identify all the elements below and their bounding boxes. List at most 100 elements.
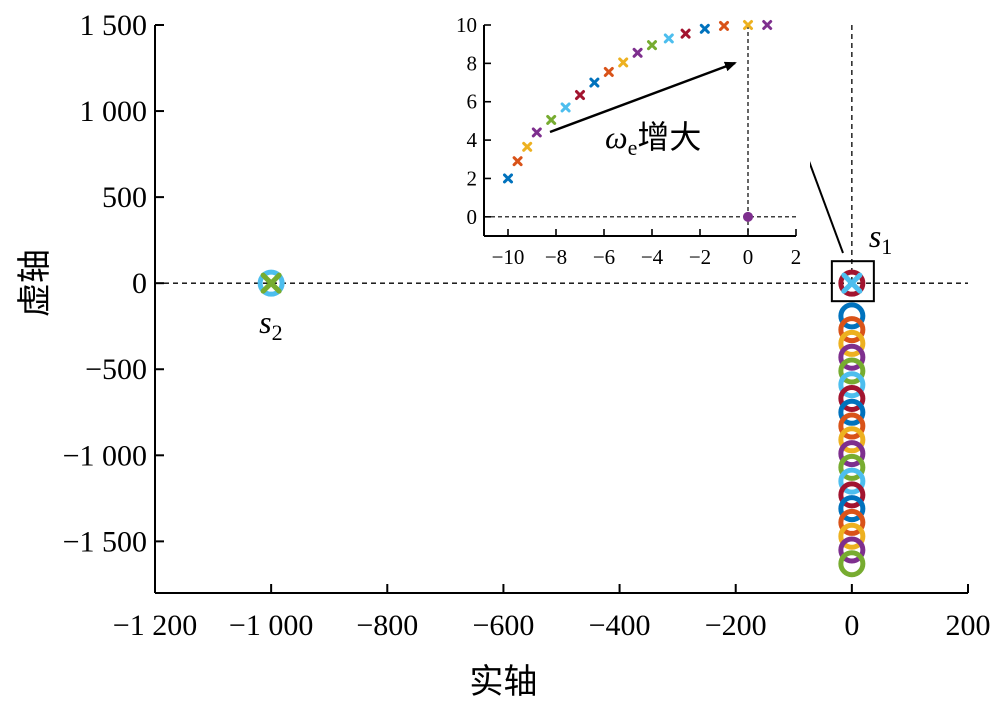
pole-cross-marker-b (260, 272, 282, 294)
pole-circle-marker (838, 329, 866, 357)
inset-cross-marker (560, 102, 571, 113)
inset-cross-marker-b (632, 47, 643, 58)
pole-circle-marker (838, 453, 866, 481)
omega-symbol: ω (605, 119, 628, 155)
inset-cross-marker-b (743, 20, 753, 30)
omega-annotation: ωe增大 (605, 118, 701, 160)
x-tick-label: −400 (589, 609, 651, 642)
inset-plot: 0 2 4 6 8 10 −10 −8 −6 −4 −2 0 2 ωe增大 (430, 10, 810, 272)
inset-cross-marker (522, 141, 533, 152)
y-tick-label: −1 000 (63, 439, 147, 472)
y-tick-label: 1 000 (80, 95, 148, 128)
inset-x-tick-label: −4 (641, 245, 664, 269)
pole-label-s2: s2 (259, 304, 282, 345)
inset-cross-marker (503, 173, 513, 184)
pole-circle-marker (838, 481, 866, 509)
x-tick-label: −1 000 (229, 609, 313, 642)
pole-label-s1: s1 (869, 218, 892, 259)
inset-cross-marker (762, 20, 773, 30)
pole-circle-marker (838, 371, 866, 399)
inset-y-tick-label: 10 (456, 13, 477, 37)
inset-cross-marker (512, 156, 523, 167)
omega-subscript: e (628, 135, 638, 160)
inset-cross-marker-b (647, 40, 657, 51)
inset-cross-marker-b (546, 114, 557, 125)
direction-arrow (549, 61, 737, 134)
inset-y-tick-label: 8 (467, 51, 478, 75)
inset-cross-marker (663, 33, 674, 44)
inset-cross-marker (647, 40, 657, 51)
y-tick-label: 1 500 (80, 9, 148, 42)
inset-cross-marker-b (699, 23, 710, 34)
inset-cross-marker-b (603, 66, 614, 77)
x-tick-label: −800 (356, 609, 418, 642)
inset-cross-marker (699, 23, 710, 34)
inset-cross-marker (589, 77, 600, 88)
pole-cross-marker (260, 272, 282, 294)
inset-origin-marker (743, 211, 753, 222)
inset-cross-marker-b (680, 28, 691, 39)
x-axis-title: 实轴 (469, 662, 537, 702)
y-tick-label: −1 500 (63, 525, 147, 558)
inset-cross-marker-b (575, 90, 585, 101)
pole-label-s2-main: s (259, 304, 271, 340)
inset-x-tick-label: 2 (791, 245, 802, 269)
pole-circle-marker (838, 316, 866, 344)
inset-cross-marker (603, 66, 614, 77)
inset-cross-marker-b (719, 20, 729, 31)
pole-circle-marker (257, 269, 285, 297)
inset-cross-marker-b (663, 33, 674, 44)
x-tick-label: −1 200 (113, 609, 197, 642)
pole-circle-marker (838, 522, 866, 550)
inset-cross-marker (546, 114, 557, 125)
pole-circle-marker (838, 536, 866, 564)
inset-cross-marker (618, 57, 629, 68)
inset-cross-marker (743, 20, 753, 30)
inset-y-tick-label: 2 (467, 166, 478, 190)
pole-circle-marker (838, 302, 866, 330)
inset-cross-marker (632, 47, 643, 58)
x-tick-label: −200 (705, 609, 767, 642)
pole-circle-marker (838, 412, 866, 440)
inset-y-tick-label: 6 (467, 90, 478, 114)
inset-cross-marker-b (503, 173, 513, 184)
y-tick-label: 0 (132, 267, 147, 300)
pole-label-s2-sub: 2 (272, 320, 283, 345)
y-axis-title: 虚轴 (15, 249, 55, 317)
inset-y-tick-label: 4 (467, 128, 478, 152)
inset-cross-marker-b (560, 102, 571, 113)
inset-x-tick-label: −10 (492, 245, 525, 269)
inset-y-tick-label: 0 (467, 205, 478, 229)
inset-x-tick-label: 0 (743, 245, 754, 269)
pole-circle-marker (838, 467, 866, 495)
pole-circle-marker (838, 357, 866, 385)
inset-x-tick-label: −6 (593, 245, 615, 269)
x-tick-label: 200 (946, 609, 991, 642)
zoom-box (830, 260, 875, 303)
inset-cross-marker (531, 127, 542, 138)
y-tick-label: 500 (102, 181, 147, 214)
inset-x-tick-label: −2 (689, 245, 711, 269)
inset-background (430, 10, 810, 272)
inset-cross-marker-b (762, 20, 773, 30)
inset-x-tick-label: −8 (545, 245, 567, 269)
pole-circle-marker (838, 343, 866, 371)
pole-circle-marker (838, 550, 866, 578)
pole-circle-marker (838, 398, 866, 426)
pole-circle-marker (838, 440, 866, 468)
pole-cross-marker (841, 272, 863, 294)
pole-circle-marker (838, 426, 866, 454)
inset-cross-marker-b (512, 156, 523, 167)
pole-circle-marker (838, 495, 866, 523)
pole-label-s1-sub: 1 (881, 234, 892, 259)
omega-suffix: 增大 (637, 118, 701, 156)
pole-circle-marker (838, 385, 866, 413)
pole-label-s1-main: s (869, 218, 881, 254)
inset-cross-marker (575, 90, 585, 101)
pole-circle-marker (838, 508, 866, 536)
inset-cross-marker-b (531, 127, 542, 138)
